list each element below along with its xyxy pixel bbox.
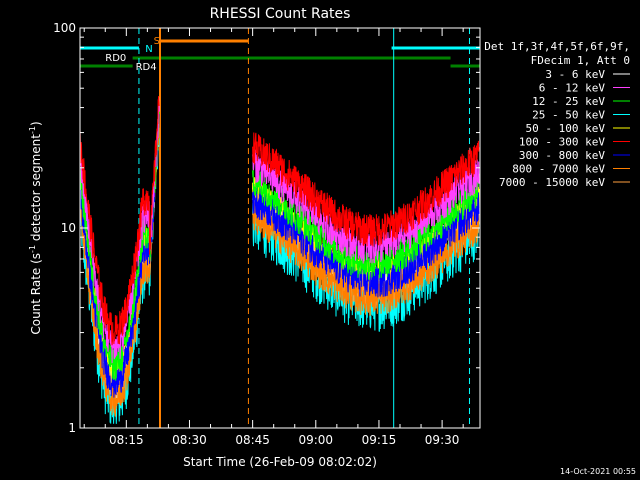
series-line-5 [80,96,480,346]
legend-header-1: Det 1f,3f,4f,5f,6f,9f, [484,40,630,53]
legend-label: 100 - 300 keV [519,136,605,149]
legend-label: 25 - 50 keV [532,109,605,122]
y-tick-label: 10 [61,221,76,235]
legend-label: 50 - 100 keV [526,122,606,135]
x-tick-label: 09:15 [362,433,397,447]
flag-label-rd0: RD0 [105,53,126,64]
legend-label: 12 - 25 keV [532,95,605,108]
flag-label-s: S [154,36,160,47]
chart-title: RHESSI Count Rates [210,6,351,22]
legend-label: 3 - 6 keV [545,68,605,81]
y-tick-label: 100 [53,21,76,35]
x-axis-label: Start Time (26-Feb-09 08:02:02) [183,455,377,469]
x-tick-label: 09:00 [298,433,333,447]
x-axis: 08:15 08:30 08:45 09:00 09:15 09:30 [83,28,464,447]
series-group: RD0 RD4 NS [80,28,480,428]
y-axis-label: Count Rate (s-1 detector segment-1) [28,121,43,334]
x-tick-label: 08:45 [235,433,270,447]
x-tick-label: 08:30 [172,433,207,447]
flag-label-rd4: RD4 [136,62,157,73]
x-tick-label: 09:30 [425,433,460,447]
legend-label: 300 - 800 keV [519,149,605,162]
x-tick-label: 08:15 [109,433,144,447]
legend-label: 6 - 12 keV [539,82,606,95]
y-axis: 1 10 100 [53,21,480,435]
flag-label-n: N [145,44,152,55]
legend-header-2: FDecim 1, Att 0 [531,54,630,67]
plot-area: RD0 RD4 NS [80,28,480,428]
legend-label: 7000 - 15000 keV [499,176,605,189]
timestamp: 14-Oct-2021 00:55 [560,467,636,476]
y-tick-label: 1 [68,421,76,435]
legend-label: 800 - 7000 keV [512,163,605,176]
